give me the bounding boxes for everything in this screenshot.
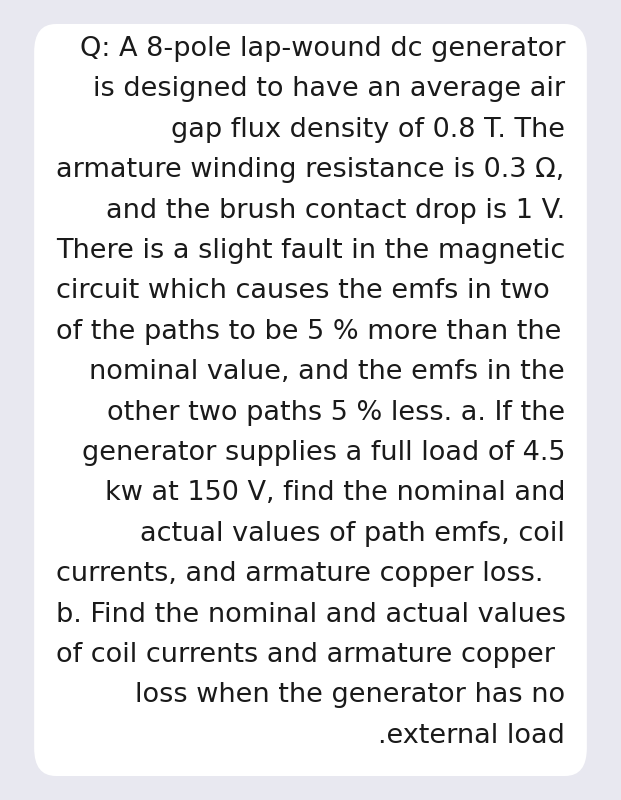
Text: kw at 150 V, find the nominal and: kw at 150 V, find the nominal and xyxy=(104,480,565,506)
Text: of coil currents and armature copper: of coil currents and armature copper xyxy=(56,642,555,668)
Text: loss when the generator has no: loss when the generator has no xyxy=(135,682,565,709)
Text: armature winding resistance is 0.3 Ω,: armature winding resistance is 0.3 Ω, xyxy=(56,157,564,183)
Text: is designed to have an average air: is designed to have an average air xyxy=(93,76,565,102)
Text: generator supplies a full load of 4.5: generator supplies a full load of 4.5 xyxy=(81,440,565,466)
Text: gap flux density of 0.8 T. The: gap flux density of 0.8 T. The xyxy=(171,117,565,143)
Text: of the paths to be 5 % more than the: of the paths to be 5 % more than the xyxy=(56,319,561,345)
Text: .external load: .external load xyxy=(378,723,565,749)
Text: circuit which causes the emfs in two: circuit which causes the emfs in two xyxy=(56,278,550,305)
Text: actual values of path emfs, coil: actual values of path emfs, coil xyxy=(140,521,565,547)
Text: other two paths 5 % less. a. If the: other two paths 5 % less. a. If the xyxy=(107,400,565,426)
Text: currents, and armature copper loss.: currents, and armature copper loss. xyxy=(56,562,543,587)
Text: Q: A 8-pole lap-wound dc generator: Q: A 8-pole lap-wound dc generator xyxy=(79,36,565,62)
Text: There is a slight fault in the magnetic: There is a slight fault in the magnetic xyxy=(56,238,565,264)
Text: nominal value, and the emfs in the: nominal value, and the emfs in the xyxy=(89,359,565,386)
FancyBboxPatch shape xyxy=(34,24,587,776)
Text: b. Find the nominal and actual values: b. Find the nominal and actual values xyxy=(56,602,566,628)
Text: and the brush contact drop is 1 V.: and the brush contact drop is 1 V. xyxy=(106,198,565,224)
